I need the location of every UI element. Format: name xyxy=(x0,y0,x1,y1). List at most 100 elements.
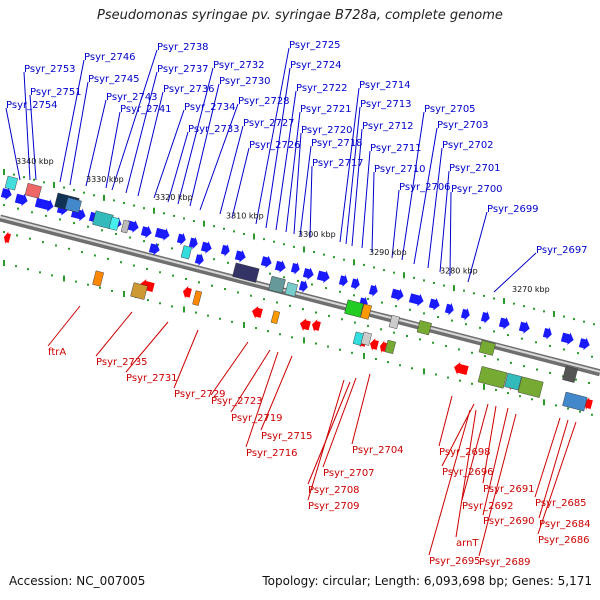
map-title: Pseudomonas syringae pv. syringae B728a,… xyxy=(97,8,503,23)
forward-gene-arrow xyxy=(338,274,348,288)
feature-box xyxy=(64,197,82,213)
tick-mark xyxy=(354,321,356,324)
leader-line xyxy=(482,405,497,484)
reverse-gene-arrow xyxy=(4,231,11,245)
tick-mark xyxy=(353,259,355,266)
tick-mark xyxy=(419,338,421,341)
reverse-gene-label: Psyr_2723 xyxy=(211,396,263,407)
leader-line xyxy=(345,106,361,245)
tick-mark xyxy=(211,284,213,287)
tick-mark xyxy=(3,169,5,176)
leader-line xyxy=(401,111,425,261)
forward-gene-arrow xyxy=(148,242,160,256)
leader-line xyxy=(125,321,169,373)
tick-mark xyxy=(447,376,449,379)
reverse-gene-label: Psyr_2719 xyxy=(231,413,283,424)
forward-gene-label: Psyr_2710 xyxy=(374,164,426,175)
forward-gene-label: Psyr_2743 xyxy=(106,92,158,103)
reverse-gene-label: Psyr_2698 xyxy=(439,447,491,458)
tick-mark xyxy=(63,186,65,189)
tick-mark xyxy=(227,261,229,264)
tick-mark xyxy=(157,243,159,246)
feature-box xyxy=(130,282,148,300)
tick-mark xyxy=(367,324,369,327)
forward-gene-label: Psyr_2737 xyxy=(157,64,209,75)
leader-line xyxy=(210,341,249,396)
tick-mark xyxy=(328,314,330,317)
tick-mark xyxy=(207,314,209,317)
tick-mark xyxy=(423,368,425,375)
tick-mark xyxy=(343,258,345,261)
forward-gene-label: Psyr_2725 xyxy=(289,40,341,51)
forward-gene-arrow xyxy=(140,225,152,239)
leader-line xyxy=(260,355,293,431)
forward-gene-label: Psyr_2732 xyxy=(213,60,265,71)
leader-line xyxy=(351,373,371,445)
tick-mark xyxy=(68,247,70,250)
tick-mark xyxy=(403,272,405,279)
forward-gene-label: Psyr_2722 xyxy=(296,83,348,94)
leader-line xyxy=(29,94,37,181)
feature-box xyxy=(284,282,298,297)
tick-mark xyxy=(43,181,45,184)
tick-mark xyxy=(55,244,57,247)
tick-mark xyxy=(423,279,425,282)
tick-mark xyxy=(111,289,113,292)
leader-line xyxy=(293,132,302,235)
tick-mark xyxy=(3,260,5,267)
reverse-gene-label: Psyr_2709 xyxy=(308,501,360,512)
leader-line xyxy=(461,403,489,501)
tick-mark xyxy=(120,261,122,264)
reverse-gene-arrow xyxy=(252,305,263,319)
tick-mark xyxy=(549,344,551,347)
leader-line xyxy=(449,191,452,277)
feature-box xyxy=(120,219,131,234)
forward-gene-arrow xyxy=(498,316,510,330)
forward-gene-label: Psyr_2697 xyxy=(536,245,588,256)
tick-mark xyxy=(267,330,269,333)
tick-mark xyxy=(325,287,327,290)
leader-line xyxy=(322,377,357,468)
tick-mark xyxy=(523,305,525,308)
tick-mark xyxy=(510,361,512,364)
tick-mark xyxy=(276,301,278,304)
forward-gene-label: Psyr_2746 xyxy=(84,52,136,63)
reverse-gene-arrow xyxy=(584,397,593,410)
reverse-gene-label: Psyr_2716 xyxy=(246,448,298,459)
reverse-gene-label: Psyr_2691 xyxy=(483,484,535,495)
leader-line xyxy=(361,150,371,249)
tick-mark xyxy=(483,383,485,390)
tick-mark xyxy=(341,318,343,321)
forward-gene-label: Psyr_2724 xyxy=(290,60,342,71)
tick-mark xyxy=(113,199,115,202)
forward-gene-arrow xyxy=(176,232,186,246)
forward-gene-label: Psyr_2712 xyxy=(362,121,414,132)
tick-mark xyxy=(383,269,385,272)
forward-gene-arrow xyxy=(518,321,530,334)
reverse-gene-label: Psyr_2708 xyxy=(308,485,360,496)
tick-mark xyxy=(63,275,65,282)
feature-box xyxy=(270,310,281,325)
tick-mark xyxy=(243,321,245,328)
tick-mark xyxy=(143,207,145,210)
leader-line xyxy=(230,349,271,413)
tick-mark xyxy=(253,233,255,240)
tick-mark xyxy=(363,352,365,359)
tick-mark xyxy=(45,214,47,217)
tick-mark xyxy=(147,299,149,302)
tick-mark xyxy=(523,365,525,368)
forward-gene-label: Psyr_2728 xyxy=(238,96,290,107)
leader-line xyxy=(47,305,81,347)
tick-mark xyxy=(263,298,265,301)
tick-mark xyxy=(129,236,131,239)
feature-box xyxy=(108,216,120,231)
genome-backbone-highlight xyxy=(0,216,600,373)
leader-line xyxy=(275,90,297,231)
tick-mark xyxy=(313,251,315,254)
reverse-gene-arrow xyxy=(312,319,321,332)
tick-mark xyxy=(73,189,75,192)
tick-mark xyxy=(73,222,75,225)
leader-line xyxy=(285,111,301,233)
forward-gene-arrow xyxy=(0,187,12,201)
tick-mark xyxy=(563,348,565,351)
